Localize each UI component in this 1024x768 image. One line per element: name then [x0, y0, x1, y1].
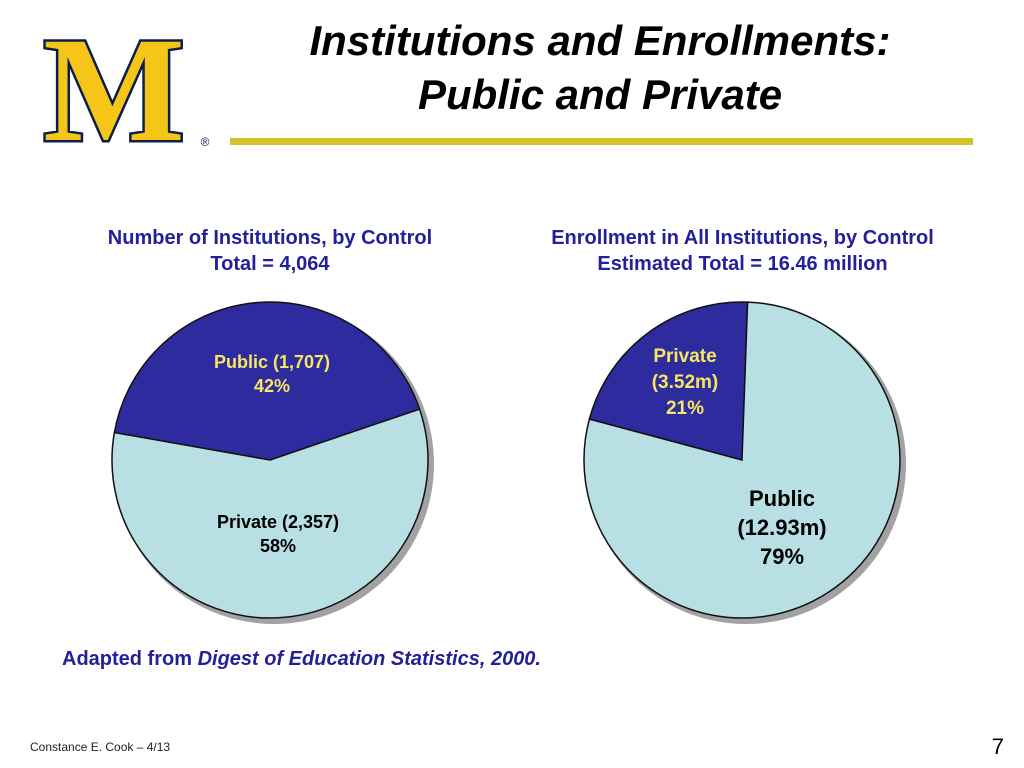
pie-slice-private: [588, 301, 749, 461]
institutions-chart-title: Number of Institutions, by Control Total…: [60, 225, 480, 277]
slice-percent-private: 21%: [666, 398, 704, 419]
pie-slice-private: [111, 408, 429, 619]
enrollment-chart-heading: Enrollment in All Institutions, by Contr…: [551, 227, 934, 249]
slice-label-public: Public: [749, 486, 815, 511]
university-logo: M ®: [41, 22, 210, 150]
pie-slice-public: [113, 301, 421, 461]
slice-percent-public: 79%: [760, 544, 804, 569]
slice-percent-private: 58%: [260, 536, 296, 556]
enrollment-chart-total: Estimated Total = 16.46 million: [597, 253, 888, 275]
institutions-pie-chart: Public (1,707) 42% Private (2,357) 58%: [111, 301, 434, 624]
pie-slice-public: [583, 301, 901, 619]
title-line-1: Institutions and Enrollments:: [309, 17, 891, 64]
slice-label-private: Private (2,357): [217, 512, 339, 532]
source-citation: Adapted from Digest of Education Statist…: [62, 648, 541, 671]
slice-label-private: Private: [653, 346, 716, 367]
enrollment-chart-title: Enrollment in All Institutions, by Contr…: [510, 225, 975, 277]
slice-value-private: (3.52m): [652, 372, 719, 393]
title-underline: [230, 138, 973, 145]
slice-percent-public: 42%: [254, 376, 290, 396]
title-line-2: Public and Private: [417, 71, 783, 118]
source-prefix: Adapted from: [62, 648, 198, 670]
page-title: Institutions and Enrollments: Public and…: [220, 14, 980, 122]
registered-mark: ®: [201, 135, 210, 149]
institutions-chart-total: Total = 4,064: [210, 253, 330, 275]
slice-label-public: Public (1,707): [214, 352, 330, 372]
source-publication: Digest of Education Statistics, 2000.: [197, 648, 541, 670]
enrollment-pie-chart: Private (3.52m) 21% Public (12.93m) 79%: [583, 301, 906, 624]
institutions-chart-heading: Number of Institutions, by Control: [107, 227, 433, 249]
logo-letter: M: [43, 22, 185, 150]
page-number: 7: [991, 734, 1004, 759]
slice-value-public: (12.93m): [737, 515, 826, 540]
footer-author: Constance E. Cook – 4/13: [30, 740, 171, 754]
